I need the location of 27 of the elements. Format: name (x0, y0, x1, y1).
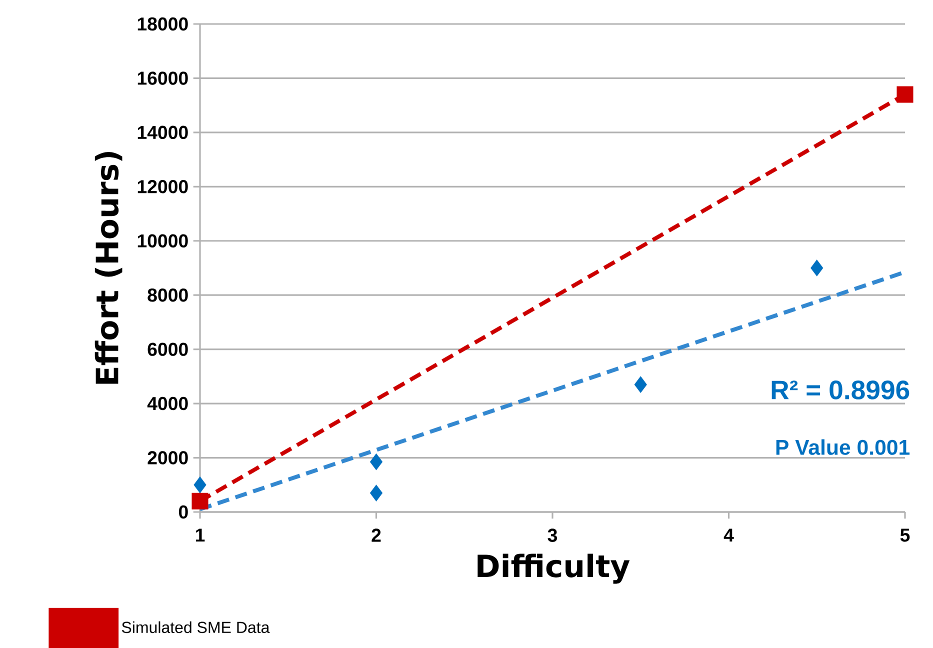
point (634, 376, 647, 393)
x-axis-title: Difficulty (478, 554, 630, 584)
point (896, 86, 914, 103)
x-tick-label: 4 (724, 528, 734, 542)
text: Simulated SME Data (122, 621, 270, 634)
y-tick-label: 2000 (148, 451, 188, 464)
y-tick-label: 8000 (148, 288, 188, 302)
point (370, 454, 383, 470)
y-tick-label: 18000 (138, 17, 188, 31)
y-tick-label: 0 (178, 505, 188, 519)
y-axis-title: Effort (Hours) (94, 152, 122, 384)
x-tick-label: 1 (196, 528, 205, 542)
y-tick-label: 4000 (147, 396, 188, 410)
x-tick-label: 2 (372, 528, 381, 542)
y-tick-label: 12000 (138, 180, 188, 194)
point (192, 492, 208, 510)
annotation: R² = 0.8996 (772, 380, 910, 400)
y-tick-label: 16000 (138, 72, 188, 85)
x-tick-label: 5 (900, 528, 910, 542)
annotation: P Value 0.001 (776, 439, 910, 455)
point (194, 476, 206, 494)
y-tick-label: 6000 (148, 342, 188, 356)
x-tick-label: 3 (548, 528, 558, 542)
y-tick-label: 10000 (138, 234, 188, 248)
point (810, 260, 824, 276)
point (370, 484, 383, 502)
y-tick-label: 14000 (138, 126, 188, 140)
